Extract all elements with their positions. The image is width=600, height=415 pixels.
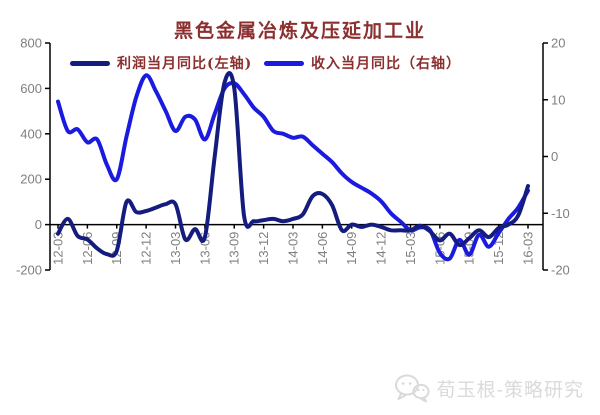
chart-title: 黑色金属冶炼及压延加工业 bbox=[173, 20, 426, 42]
x-axis-label: 14-09 bbox=[344, 232, 359, 265]
left-axis-label: 400 bbox=[20, 126, 42, 141]
x-axis-label: 15-03 bbox=[403, 232, 418, 265]
revenue-legend-label: 收入当月同比（右轴） bbox=[311, 56, 461, 72]
right-axis-label: 10 bbox=[551, 92, 565, 107]
left-axis-label: 200 bbox=[20, 172, 42, 187]
legend-item-revenue: 收入当月同比（右轴） bbox=[264, 54, 461, 72]
left-axis-label: -200 bbox=[16, 263, 42, 278]
watermark-text: 荀玉根-策略研究 bbox=[436, 378, 584, 401]
x-axis-label: 14-06 bbox=[315, 232, 330, 265]
x-axis-label: 16-03 bbox=[521, 232, 536, 265]
x-axis-label: 13-06 bbox=[197, 232, 212, 265]
legend: 利润当月同比(左轴) 收入当月同比（右轴） bbox=[0, 54, 600, 72]
x-axis-label: 15-12 bbox=[491, 232, 506, 265]
left-axis-label: 600 bbox=[20, 81, 42, 96]
x-axis-label: 12-06 bbox=[80, 232, 95, 265]
profit-legend-label: 利润当月同比(左轴) bbox=[117, 56, 253, 72]
revenue-line-swatch bbox=[264, 60, 304, 66]
revenue-line bbox=[56, 73, 530, 262]
left-axis-label: 0 bbox=[35, 217, 42, 232]
right-axis-label: -20 bbox=[551, 263, 570, 278]
x-axis-label: 14-12 bbox=[374, 232, 389, 265]
profit-line bbox=[56, 71, 530, 258]
x-axis-label: 13-12 bbox=[256, 232, 271, 265]
x-axis-label: 13-09 bbox=[227, 232, 242, 265]
x-axis-label: 14-03 bbox=[286, 232, 301, 265]
x-axis-label: 12-09 bbox=[109, 232, 124, 265]
right-axis-label: -10 bbox=[551, 206, 570, 221]
x-axis-label: 15-06 bbox=[432, 232, 447, 265]
x-axis-label: 12-03 bbox=[51, 232, 66, 265]
profit-line-swatch bbox=[70, 60, 110, 66]
x-axis-label: 12-12 bbox=[139, 232, 154, 265]
x-axis-label: 15-09 bbox=[462, 232, 477, 265]
legend-item-profit: 利润当月同比(左轴) bbox=[70, 54, 252, 72]
watermark: 荀玉根-策略研究 bbox=[394, 373, 584, 403]
right-axis-label: 0 bbox=[551, 149, 558, 164]
wechat-icon bbox=[394, 374, 430, 403]
x-axis-label: 13-03 bbox=[168, 232, 183, 265]
